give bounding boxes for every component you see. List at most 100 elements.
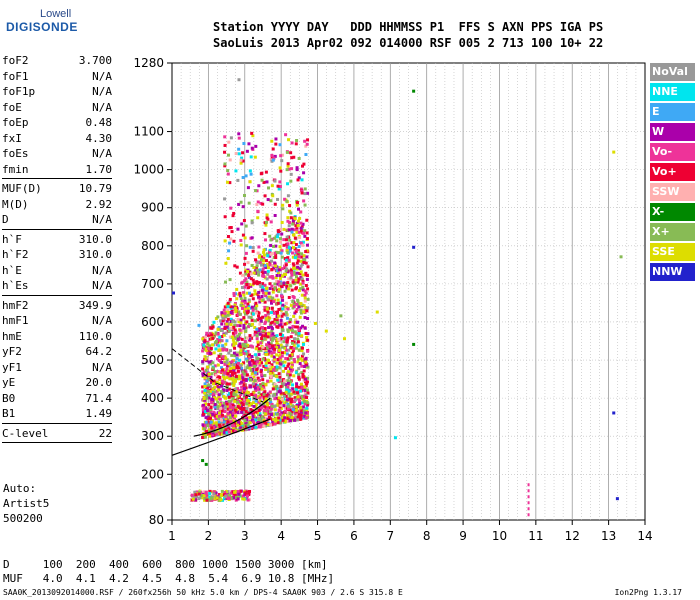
echo-point xyxy=(270,352,273,355)
echo-point xyxy=(304,290,307,293)
echo-point xyxy=(224,281,227,284)
echo-point xyxy=(203,391,206,394)
echo-point xyxy=(247,261,250,264)
echo-point xyxy=(225,367,228,370)
echo-point xyxy=(262,268,265,271)
echo-point xyxy=(224,315,227,318)
echo-point xyxy=(296,168,299,171)
echo-point xyxy=(288,228,291,231)
echo-point xyxy=(303,140,306,143)
echo-point xyxy=(280,294,283,297)
echo-point xyxy=(291,329,294,332)
echo-point xyxy=(247,310,250,313)
echo-point xyxy=(257,184,260,187)
echo-point xyxy=(304,300,307,303)
echo-point xyxy=(254,379,257,382)
echo-point xyxy=(221,317,224,320)
echo-point xyxy=(253,365,256,368)
echo-point xyxy=(279,166,282,169)
echo-point xyxy=(236,401,239,404)
echo-point xyxy=(244,236,247,239)
echo-point xyxy=(305,284,308,287)
echo-point xyxy=(243,279,246,282)
echo-point xyxy=(270,376,273,379)
echo-point xyxy=(232,214,235,217)
echo-point xyxy=(288,412,291,415)
echo-point xyxy=(257,200,260,203)
echo-point xyxy=(221,490,224,493)
echo-point xyxy=(306,231,309,234)
echo-point xyxy=(245,407,248,410)
echo-point xyxy=(239,329,242,332)
echo-point xyxy=(285,200,288,203)
echo-point xyxy=(236,228,239,231)
echo-point xyxy=(228,431,231,434)
echo-point xyxy=(286,242,289,245)
echo-point xyxy=(290,173,293,176)
echo-point xyxy=(270,260,273,263)
echo-point xyxy=(270,322,273,325)
echo-point xyxy=(272,337,275,340)
echo-point xyxy=(282,370,285,373)
echo-point xyxy=(239,321,242,324)
echo-point xyxy=(291,141,294,144)
echo-point xyxy=(292,374,295,377)
echo-point xyxy=(232,240,235,243)
echo-point xyxy=(258,418,261,421)
echo-point xyxy=(268,349,271,352)
echo-point xyxy=(225,323,228,326)
echo-point xyxy=(240,401,243,404)
echo-point xyxy=(281,398,284,401)
x-tick-label: 13 xyxy=(601,529,616,543)
echo-point xyxy=(275,353,278,356)
echo-point xyxy=(286,151,289,154)
echo-point xyxy=(270,413,273,416)
echo-point xyxy=(271,184,274,187)
echo-point xyxy=(246,270,249,273)
echo-point xyxy=(258,347,261,350)
echo-point xyxy=(306,401,309,404)
echo-point xyxy=(215,378,218,381)
echo-point xyxy=(270,154,273,157)
echo-point xyxy=(281,307,284,310)
echo-point xyxy=(267,359,270,362)
echo-point xyxy=(296,299,299,302)
echo-point xyxy=(278,401,281,404)
echo-point xyxy=(207,384,210,387)
x-tick-label: 7 xyxy=(386,529,394,543)
echo-point xyxy=(266,307,269,310)
echo-point xyxy=(210,333,213,336)
echo-point xyxy=(252,312,255,315)
echo-point xyxy=(212,492,215,495)
echo-point xyxy=(290,274,293,277)
echo-point xyxy=(252,282,255,285)
echo-point xyxy=(288,204,291,207)
echo-point xyxy=(295,409,298,412)
echo-point xyxy=(247,325,250,328)
echo-point xyxy=(270,220,273,223)
echo-point xyxy=(233,400,236,403)
echo-point xyxy=(240,159,243,162)
echo-point xyxy=(286,168,289,171)
echo-point xyxy=(260,337,263,340)
echo-point xyxy=(298,255,301,258)
echo-point xyxy=(224,410,227,413)
echo-point xyxy=(253,405,256,408)
y-tick-label: 600 xyxy=(141,315,164,329)
echo-point xyxy=(264,383,267,386)
polarization-legend: NoVal NNE E W Vo- Vo+ SSW X- X+ SSE NNW xyxy=(650,63,695,283)
echo-point xyxy=(291,325,294,328)
echo-point xyxy=(243,219,246,222)
echo-point xyxy=(295,405,298,408)
echo-point xyxy=(306,237,309,240)
echo-point xyxy=(220,429,223,432)
echo-point xyxy=(294,256,297,259)
echo-point xyxy=(279,363,282,366)
echo-point xyxy=(264,238,267,241)
echo-point xyxy=(306,244,309,247)
echo-point xyxy=(286,385,289,388)
echo-point xyxy=(300,386,303,389)
echo-point xyxy=(226,403,229,406)
echo-point xyxy=(279,277,282,280)
echo-point xyxy=(233,491,236,494)
